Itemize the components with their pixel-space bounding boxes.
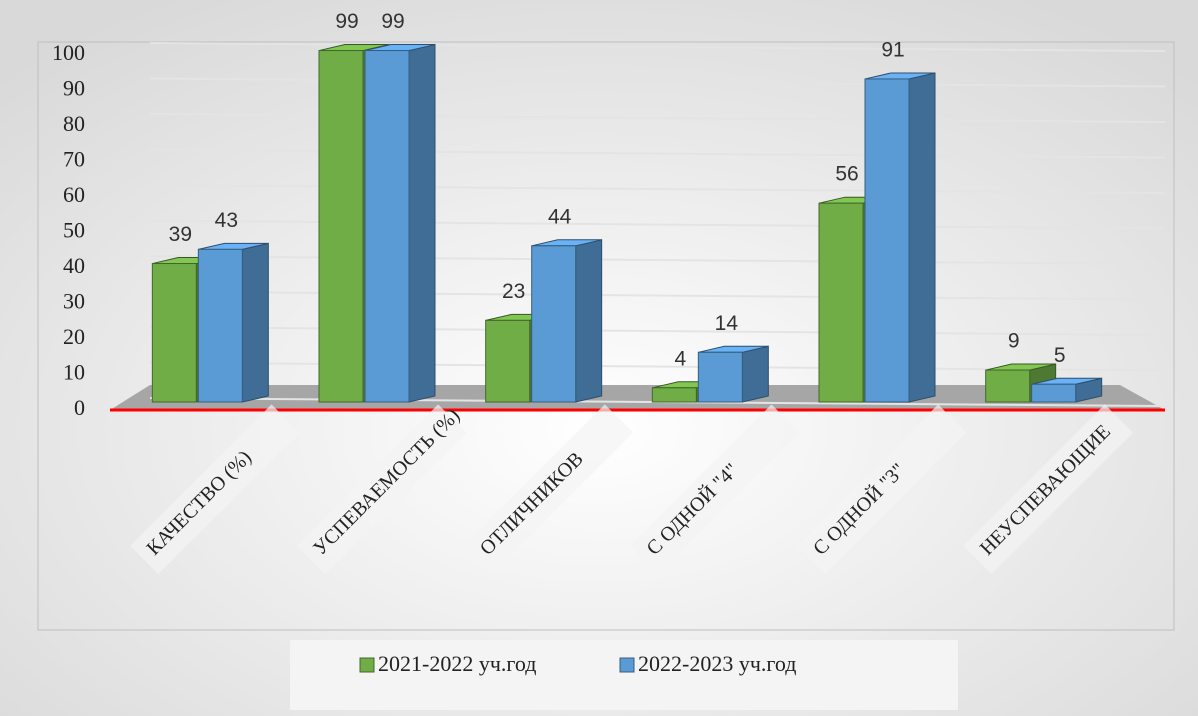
- bar-side: [741, 345, 769, 403]
- bar: [985, 369, 1031, 403]
- bar-side: [575, 239, 603, 403]
- y-tick-label: 100: [52, 40, 85, 65]
- legend-swatch: [359, 657, 375, 673]
- category-label-box: [630, 404, 800, 575]
- grid-line: [149, 42, 1166, 52]
- y-tick-label: 50: [63, 218, 85, 243]
- y-tick-label: 0: [74, 395, 85, 420]
- y-tick-label: 80: [63, 111, 85, 136]
- bar-side: [241, 242, 269, 403]
- data-label: 99: [381, 10, 404, 33]
- y-tick-label: 40: [63, 253, 85, 278]
- bar: [318, 50, 364, 403]
- bar-side: [908, 72, 936, 403]
- y-tick-label: 20: [63, 324, 85, 349]
- bar: [697, 351, 743, 403]
- y-tick-label: 30: [63, 289, 85, 314]
- data-label: 99: [335, 10, 358, 33]
- data-label: 5: [1054, 344, 1066, 367]
- legend-swatch: [619, 657, 635, 673]
- bar: [651, 387, 697, 403]
- y-tick-label: 60: [63, 182, 85, 207]
- bar: [151, 263, 197, 403]
- legend-box: [290, 640, 958, 710]
- legend-label: 2022-2023 уч.год: [638, 651, 796, 676]
- y-tick-label: 70: [63, 147, 85, 172]
- category-label-box: [130, 404, 300, 575]
- bar: [864, 78, 910, 403]
- plot-frame: [37, 41, 1175, 631]
- bar: [197, 248, 243, 403]
- category-label-box: [296, 404, 467, 575]
- data-label: 9: [1008, 330, 1020, 353]
- data-label: 43: [215, 209, 238, 232]
- data-label: 91: [881, 38, 904, 61]
- data-label: 14: [715, 312, 739, 335]
- bar-side: [408, 43, 436, 403]
- data-label: 4: [674, 347, 686, 370]
- bar: [531, 245, 577, 403]
- data-label: 39: [169, 223, 192, 246]
- y-tick-label: 10: [63, 360, 85, 385]
- data-label: 23: [502, 280, 525, 303]
- bar: [1031, 383, 1077, 403]
- data-label: 56: [835, 163, 858, 186]
- category-label-box: [963, 404, 1134, 575]
- data-label: 44: [548, 205, 572, 228]
- category-label-box: [463, 404, 634, 575]
- bar: [818, 202, 864, 403]
- legend-label: 2021-2022 уч.год: [378, 651, 536, 676]
- bar: [364, 50, 410, 403]
- y-tick-label: 90: [63, 76, 85, 101]
- bar: [485, 319, 531, 403]
- category-label-box: [796, 404, 967, 575]
